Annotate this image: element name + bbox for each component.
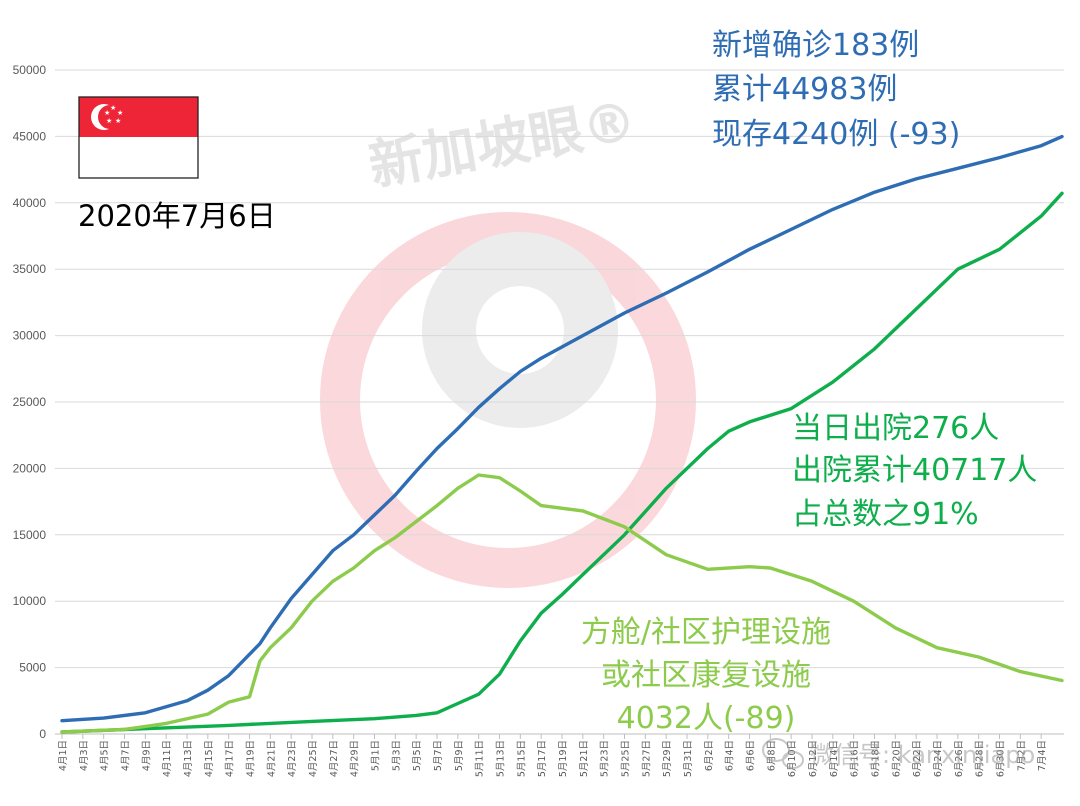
x-tick-label: 6月2日 (704, 740, 715, 771)
y-axis: 0 5000 10000 15000 20000 25000 30000 35000 40000… (13, 63, 47, 741)
watermark-logo: 新加坡眼® (320, 89, 696, 588)
x-tick-label: 6月28日 (975, 740, 986, 777)
svg-text:★: ★ (115, 117, 121, 125)
x-tick-label: 5月13日 (496, 740, 507, 777)
y-tick-label: 50000 (13, 63, 47, 77)
flag-crescent-inner (98, 105, 122, 129)
confirmed-series-line (60, 134, 1064, 723)
x-tick-label: 5月23日 (600, 740, 611, 777)
x-tick-label: 5月5日 (412, 740, 423, 771)
confirmed-new-text: 新增确诊183例 (712, 28, 919, 63)
x-tick-label: 6月20日 (891, 740, 902, 777)
discharged-total-text: 出院累计40717人 (792, 453, 1037, 488)
x-tick-label: 4月9日 (141, 740, 152, 771)
svg-text:★: ★ (110, 104, 116, 112)
x-tick-label: 4月27日 (329, 740, 340, 777)
x-tick-label: 4月3日 (79, 740, 90, 771)
facility-series-line (60, 473, 1064, 734)
watermark-ring (320, 212, 696, 588)
watermark-text: 新加坡眼® (364, 89, 641, 198)
confirmed-annotation: 新增确诊183例 累计44983例 现存4240例 (-93) (712, 28, 960, 152)
discharged-percent-text: 占总数之91% (792, 497, 979, 532)
wechat-icon (762, 738, 804, 769)
x-tick-label: 5月1日 (371, 740, 382, 771)
wechat-watermark: 微信号: kanxinjiapo (762, 738, 1035, 769)
x-tick-label: 7月4日 (1037, 740, 1048, 771)
gridlines (55, 69, 1064, 735)
x-tick-label: 5月19日 (558, 740, 569, 777)
y-tick-label: 10000 (13, 594, 47, 608)
x-tick-label: 6月30日 (996, 740, 1007, 777)
x-tick-label: 5月11日 (475, 740, 486, 777)
x-tick-label: 4月29日 (350, 740, 361, 777)
x-tick-label: 4月11日 (162, 740, 173, 777)
y-tick-label: 5000 (19, 661, 46, 675)
y-tick-label: 0 (39, 727, 46, 741)
flag-stars-icon: ★★★ ★ ★ (104, 104, 123, 125)
x-tick-label: 4月5日 (100, 740, 111, 771)
x-tick-label: 4月25日 (308, 740, 319, 777)
facility-line2-text: 或社区康复设施 (601, 658, 811, 693)
x-tick-label: 4月21日 (266, 740, 277, 777)
x-tick-label: 5月29日 (662, 740, 673, 777)
facility-line3-text: 4032人(-89) (617, 701, 796, 736)
x-tick-label: 4月19日 (246, 740, 257, 777)
x-tick-label: 4月15日 (204, 740, 215, 777)
x-tick-label: 6月26日 (954, 740, 965, 777)
x-tick-label: 6月6日 (746, 740, 757, 771)
x-tick-label: 4月13日 (183, 740, 194, 777)
flag-white-band (79, 137, 198, 178)
x-tick-label: 6月24日 (933, 740, 944, 777)
svg-text:★: ★ (117, 109, 123, 117)
y-tick-label: 30000 (13, 329, 47, 343)
confirmed-total-text: 累计44983例 (712, 72, 897, 107)
x-tick-label: 4月1日 (58, 740, 69, 771)
watermark-eye (422, 232, 618, 428)
facility-line1-text: 方舱/社区护理设施 (581, 615, 831, 650)
x-tick-label: 6月8日 (766, 740, 777, 771)
x-tick-label: 4月23日 (287, 740, 298, 777)
y-tick-label: 35000 (13, 262, 47, 276)
x-tick-label: 6月12日 (808, 740, 819, 777)
x-tick-label: 6月18日 (871, 740, 882, 777)
date-label: 2020年7月6日 (78, 199, 276, 233)
y-tick-label: 15000 (13, 528, 47, 542)
x-tick-label: 5月21日 (579, 740, 590, 777)
x-tick-label: 5月3日 (391, 740, 402, 771)
svg-text:★: ★ (106, 117, 112, 125)
confirmed-active-text: 现存4240例 (-93) (712, 117, 960, 152)
svg-text:★: ★ (104, 109, 110, 117)
wechat-id-text: 微信号: kanxinjiapo (810, 741, 1035, 769)
flag-border (78, 96, 199, 179)
x-tick-label: 6月16日 (850, 740, 861, 777)
discharged-series-line (60, 191, 1064, 734)
watermark-pupil (476, 286, 564, 374)
discharged-today-text: 当日出院276人 (792, 411, 999, 446)
series-lines (60, 134, 1064, 734)
y-tick-label: 40000 (13, 196, 47, 210)
discharged-annotation: 当日出院276人 出院累计40717人 占总数之91% (792, 411, 1037, 532)
x-tick-label: 6月14日 (829, 740, 840, 777)
x-tick-label: 7月2日 (1016, 740, 1027, 771)
x-tick-label: 5月9日 (454, 740, 465, 771)
x-tick-label: 5月31日 (683, 740, 694, 777)
x-tick-label: 6月4日 (725, 740, 736, 771)
x-tick-label: 5月25日 (621, 740, 632, 777)
singapore-flag: ★★★ ★ ★ (78, 96, 199, 179)
x-tick-label: 5月27日 (641, 740, 652, 777)
x-tick-label: 5月15日 (516, 740, 527, 777)
x-tick-label: 6月10日 (787, 740, 798, 777)
x-tick-label: 4月17日 (225, 740, 236, 777)
x-tick-label: 4月7日 (121, 740, 132, 771)
facility-annotation: 方舱/社区护理设施 或社区康复设施 4032人(-89) (581, 615, 831, 736)
x-tick-label: 5月17日 (537, 740, 548, 777)
x-tick-label: 6月22日 (912, 740, 923, 777)
x-axis: 4月1日 4月3日 4月5日 4月7日 4月9日 4月11日 4月13日 4月15日 4月17日… (55, 733, 1064, 777)
y-tick-label: 25000 (13, 395, 47, 409)
x-tick-label: 5月7日 (433, 740, 444, 771)
y-tick-label: 20000 (13, 461, 47, 475)
y-tick-label: 45000 (13, 129, 47, 143)
